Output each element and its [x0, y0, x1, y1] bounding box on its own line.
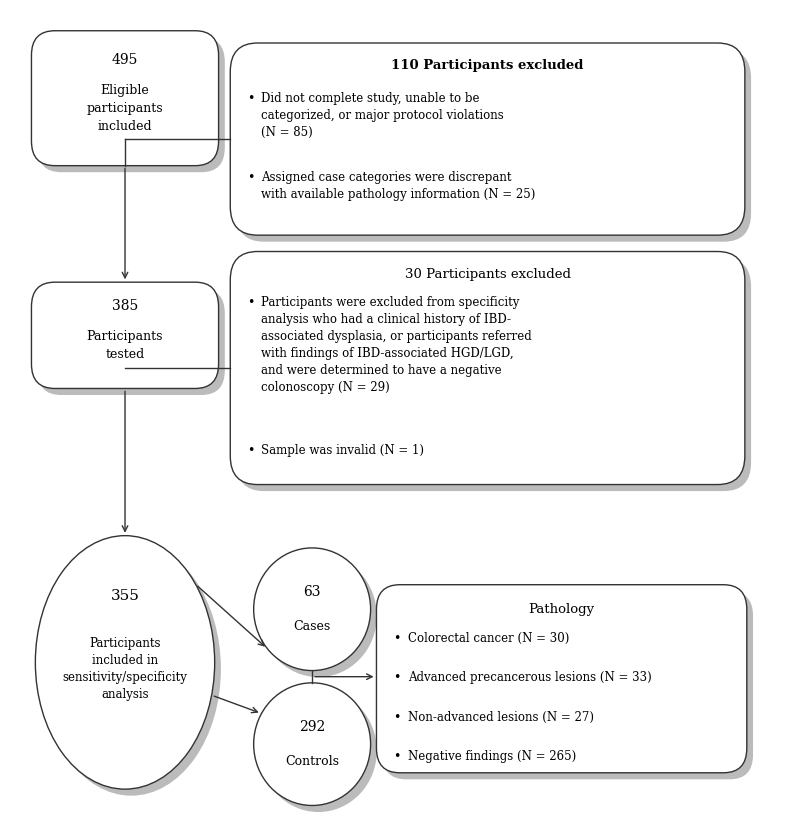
Text: •: •	[247, 170, 255, 183]
Text: 110 Participants excluded: 110 Participants excluded	[392, 59, 584, 73]
Text: •: •	[394, 750, 401, 763]
Text: 495: 495	[112, 54, 138, 68]
FancyBboxPatch shape	[230, 251, 745, 485]
Text: Participants
included in
sensitivity/specificity
analysis: Participants included in sensitivity/spe…	[62, 637, 188, 700]
Text: 292: 292	[299, 720, 325, 734]
Text: •: •	[394, 632, 401, 645]
Text: Participants were excluded from specificity
analysis who had a clinical history : Participants were excluded from specific…	[262, 297, 532, 395]
FancyBboxPatch shape	[377, 585, 747, 773]
Ellipse shape	[42, 542, 221, 795]
Text: Negative findings (N = 265): Negative findings (N = 265)	[407, 750, 576, 763]
Text: 385: 385	[112, 298, 138, 312]
Circle shape	[260, 690, 377, 812]
Text: 355: 355	[110, 590, 139, 604]
Text: Non-advanced lesions (N = 27): Non-advanced lesions (N = 27)	[407, 710, 593, 724]
Text: •: •	[247, 92, 255, 105]
Text: Eligible
participants
included: Eligible participants included	[87, 84, 163, 134]
Text: Pathology: Pathology	[529, 603, 595, 615]
Text: •: •	[394, 710, 401, 724]
Text: 30 Participants excluded: 30 Participants excluded	[404, 268, 571, 281]
Circle shape	[254, 683, 370, 805]
FancyBboxPatch shape	[236, 50, 751, 242]
FancyBboxPatch shape	[38, 289, 225, 395]
Text: Participants
tested: Participants tested	[87, 330, 163, 362]
FancyBboxPatch shape	[230, 43, 745, 235]
Text: Advanced precancerous lesions (N = 33): Advanced precancerous lesions (N = 33)	[407, 672, 652, 685]
FancyBboxPatch shape	[38, 37, 225, 172]
Text: Cases: Cases	[293, 620, 331, 633]
Circle shape	[260, 554, 377, 677]
Text: 63: 63	[303, 585, 321, 599]
Text: Controls: Controls	[285, 755, 339, 768]
FancyBboxPatch shape	[32, 31, 218, 166]
FancyBboxPatch shape	[32, 282, 218, 388]
Circle shape	[254, 548, 370, 671]
Text: Assigned case categories were discrepant
with available pathology information (N: Assigned case categories were discrepant…	[262, 170, 536, 201]
Ellipse shape	[35, 535, 214, 789]
Text: •: •	[247, 444, 255, 457]
Text: Sample was invalid (N = 1): Sample was invalid (N = 1)	[262, 444, 425, 457]
Text: Did not complete study, unable to be
categorized, or major protocol violations
(: Did not complete study, unable to be cat…	[262, 92, 504, 139]
Text: •: •	[394, 672, 401, 685]
Text: Colorectal cancer (N = 30): Colorectal cancer (N = 30)	[407, 632, 569, 645]
Text: •: •	[247, 297, 255, 310]
FancyBboxPatch shape	[236, 258, 751, 491]
FancyBboxPatch shape	[383, 591, 753, 779]
